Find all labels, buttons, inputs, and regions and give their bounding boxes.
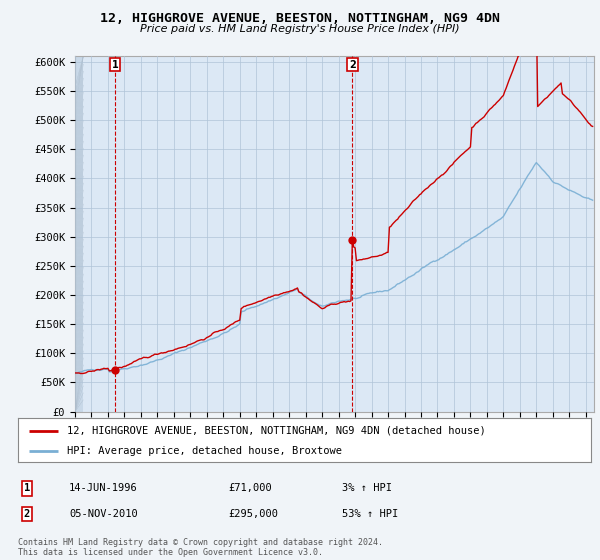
Text: 05-NOV-2010: 05-NOV-2010 xyxy=(69,509,138,519)
Text: £295,000: £295,000 xyxy=(228,509,278,519)
Text: £71,000: £71,000 xyxy=(228,483,272,493)
Text: 53% ↑ HPI: 53% ↑ HPI xyxy=(342,509,398,519)
Text: 12, HIGHGROVE AVENUE, BEESTON, NOTTINGHAM, NG9 4DN (detached house): 12, HIGHGROVE AVENUE, BEESTON, NOTTINGHA… xyxy=(67,426,485,436)
Text: HPI: Average price, detached house, Broxtowe: HPI: Average price, detached house, Brox… xyxy=(67,446,342,456)
Text: 12, HIGHGROVE AVENUE, BEESTON, NOTTINGHAM, NG9 4DN: 12, HIGHGROVE AVENUE, BEESTON, NOTTINGHA… xyxy=(100,12,500,25)
Text: Price paid vs. HM Land Registry's House Price Index (HPI): Price paid vs. HM Land Registry's House … xyxy=(140,24,460,34)
Text: Contains HM Land Registry data © Crown copyright and database right 2024.
This d: Contains HM Land Registry data © Crown c… xyxy=(18,538,383,557)
Bar xyxy=(75,56,83,412)
Text: 2: 2 xyxy=(349,59,356,69)
Text: 14-JUN-1996: 14-JUN-1996 xyxy=(69,483,138,493)
Text: 1: 1 xyxy=(24,483,30,493)
Text: 1: 1 xyxy=(112,59,119,69)
Text: 3% ↑ HPI: 3% ↑ HPI xyxy=(342,483,392,493)
Text: 2: 2 xyxy=(24,509,30,519)
